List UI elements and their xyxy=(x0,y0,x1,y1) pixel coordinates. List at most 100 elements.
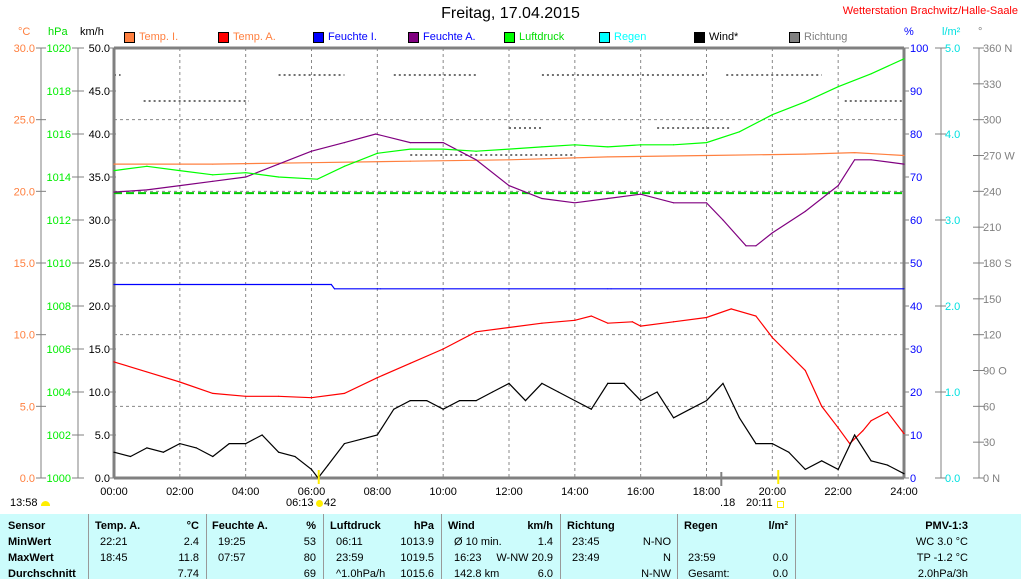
humidity-tick-label: 30 xyxy=(910,344,922,356)
data-point xyxy=(730,308,732,310)
rain-tick-label: 2.0 xyxy=(945,301,960,313)
header-pressure: Luftdruck xyxy=(330,520,381,532)
sunrise-time: 06:13 xyxy=(286,497,314,509)
table-cell-temp-v: 7.74 xyxy=(177,568,199,579)
direction-tick-label: 360 N xyxy=(983,43,1012,55)
humidity-tick-label: 100 xyxy=(910,43,928,55)
header-temp-unit: °C xyxy=(186,520,199,532)
column-divider xyxy=(677,514,678,579)
pressure-tick-label: 1002 xyxy=(47,430,71,442)
header-sensor: Sensor xyxy=(8,520,46,532)
data-point xyxy=(310,150,313,152)
table-cell-rain-t: 23:59 xyxy=(688,552,716,564)
legend-item: Wind* xyxy=(694,31,738,43)
temp-tick-label: 5.0 xyxy=(20,401,35,413)
data-point xyxy=(705,202,708,204)
tmax-marker: .18 xyxy=(720,497,736,509)
table-cell-wind-t: 142.8 km xyxy=(454,568,500,579)
data-point xyxy=(821,405,823,407)
data-point xyxy=(771,232,773,234)
data-point xyxy=(524,400,527,402)
data-point xyxy=(113,361,115,363)
header-pmv: PMV-1:3 xyxy=(925,520,968,532)
data-point xyxy=(870,73,872,75)
data-point xyxy=(745,245,747,247)
table-cell-wind-v: W-NW 20.9 xyxy=(496,552,553,564)
table-cell-pmv: WC 3.0 °C xyxy=(915,536,968,548)
data-point xyxy=(508,326,510,329)
header-rain: Regen xyxy=(684,520,718,532)
pressure-tick-label: 1010 xyxy=(47,258,71,270)
data-point xyxy=(212,174,214,176)
legend-item: Luftdruck xyxy=(504,31,564,43)
data-point xyxy=(903,432,905,435)
table-cell-wind-t: Ø 10 min. xyxy=(454,536,502,548)
wind-tick-label: 45.0 xyxy=(89,86,110,98)
data-point xyxy=(755,315,757,317)
legend-item: Richtung xyxy=(789,31,847,43)
data-point xyxy=(870,420,872,422)
wind-tick-label: 35.0 xyxy=(89,172,110,184)
table-cell-rain-v: 0.0 xyxy=(772,552,788,564)
legend-label: Feuchte I. xyxy=(328,31,377,43)
data-point xyxy=(837,185,839,187)
data-point xyxy=(212,180,214,182)
table-cell-pmv: 2.0hPa/3h xyxy=(917,568,968,579)
data-point xyxy=(442,142,444,144)
series-line-wind- xyxy=(113,382,905,479)
legend-swatch-icon xyxy=(504,31,515,43)
data-point xyxy=(755,245,757,247)
data-point xyxy=(722,382,724,384)
data-point xyxy=(771,336,773,339)
data-point xyxy=(409,400,411,402)
data-point xyxy=(316,178,319,180)
data-point xyxy=(755,443,757,445)
direction-tick-label: 240 xyxy=(983,186,1001,198)
table-cell-hum-t: 19:25 xyxy=(218,536,246,548)
data-point xyxy=(212,455,214,458)
legend-swatch-icon xyxy=(313,31,324,43)
rain-tick-label: 1.0 xyxy=(945,387,960,399)
data-point xyxy=(146,165,148,167)
data-point xyxy=(327,464,329,466)
legend-swatch-icon xyxy=(218,31,229,43)
direction-tick-label: 120 xyxy=(983,330,1001,342)
data-point xyxy=(903,154,905,157)
station-name: Wetterstation Brachwitz/Halle-Saale xyxy=(842,5,1018,17)
legend-swatch-icon xyxy=(408,31,419,43)
data-point xyxy=(541,382,543,384)
x-tick-label: 04:00 xyxy=(232,486,260,498)
x-tick-label: 00:00 xyxy=(100,486,128,498)
rain-tick-label: 3.0 xyxy=(945,215,960,227)
data-point xyxy=(862,430,864,432)
data-point xyxy=(640,325,642,327)
table-cell-hum-v: 80 xyxy=(303,552,316,564)
table-cell-dir-v: N-NO xyxy=(642,536,671,548)
data-point xyxy=(113,451,115,453)
data-point xyxy=(245,172,247,174)
pressure-tick-label: 1012 xyxy=(47,215,71,227)
data-point xyxy=(574,202,576,204)
column-divider xyxy=(441,514,442,579)
table-cell-press-t: 23:59 xyxy=(336,552,364,564)
data-point xyxy=(195,447,197,449)
rain-unit: l/m² xyxy=(942,26,961,38)
wind-tick-label: 0.0 xyxy=(95,473,110,485)
data-point xyxy=(380,288,382,290)
data-point xyxy=(590,408,592,410)
table-cell-rain-v: 0.0 xyxy=(772,568,788,579)
data-point xyxy=(623,382,625,384)
series-line-luftdruck xyxy=(113,58,905,180)
page-title: Freitag, 17.04.2015 xyxy=(441,5,580,22)
data-point xyxy=(837,427,839,429)
data-point xyxy=(804,369,806,372)
column-divider xyxy=(560,514,561,579)
data-point xyxy=(722,219,724,221)
direction-tick-label: 30 xyxy=(983,437,995,449)
wind-unit: km/h xyxy=(80,26,104,38)
data-point xyxy=(442,408,444,410)
table-cell-dir-t: 23:49 xyxy=(572,552,600,564)
data-point xyxy=(705,154,708,157)
data-point xyxy=(113,169,115,172)
data-point xyxy=(409,142,411,144)
